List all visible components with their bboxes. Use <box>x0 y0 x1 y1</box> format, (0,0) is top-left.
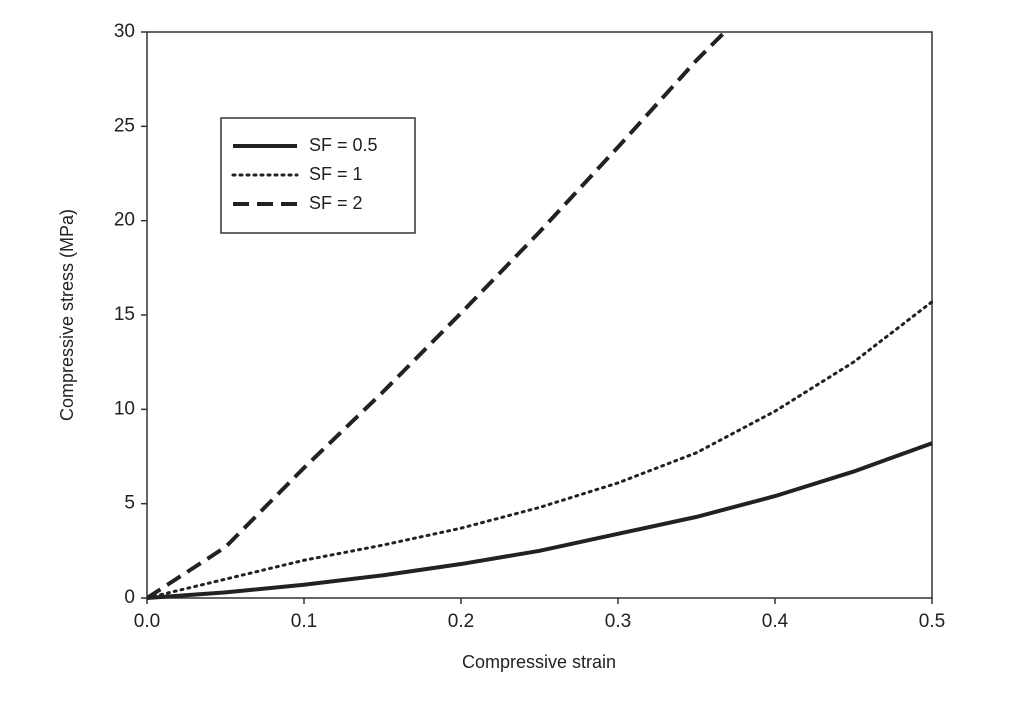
y-tick-label: 30 <box>114 21 135 42</box>
y-tick-label: 5 <box>124 493 135 514</box>
legend-label: SF = 2 <box>309 193 363 213</box>
x-tick-label: 0.0 <box>134 611 160 632</box>
x-tick-label: 0.1 <box>291 611 317 632</box>
x-axis-label: Compressive strain <box>462 652 616 672</box>
series-line <box>147 30 727 600</box>
series-line <box>147 441 933 600</box>
x-tick-label: 0.2 <box>448 611 474 632</box>
legend-label: SF = 0.5 <box>309 135 378 155</box>
y-tick-label: 20 <box>114 210 135 231</box>
plot-frame <box>146 31 933 599</box>
legend-label: SF = 1 <box>309 164 363 184</box>
y-tick-label: 15 <box>114 304 135 325</box>
y-tick-label: 25 <box>114 115 135 136</box>
y-tick-label: 0 <box>124 587 135 608</box>
x-tick-label: 0.5 <box>919 611 945 632</box>
x-tick-label: 0.4 <box>762 611 789 632</box>
y-tick-label: 10 <box>114 398 135 419</box>
y-axis-label: Compressive stress (MPa) <box>57 209 77 421</box>
series-line <box>147 300 934 600</box>
x-tick-label: 0.3 <box>605 611 631 632</box>
